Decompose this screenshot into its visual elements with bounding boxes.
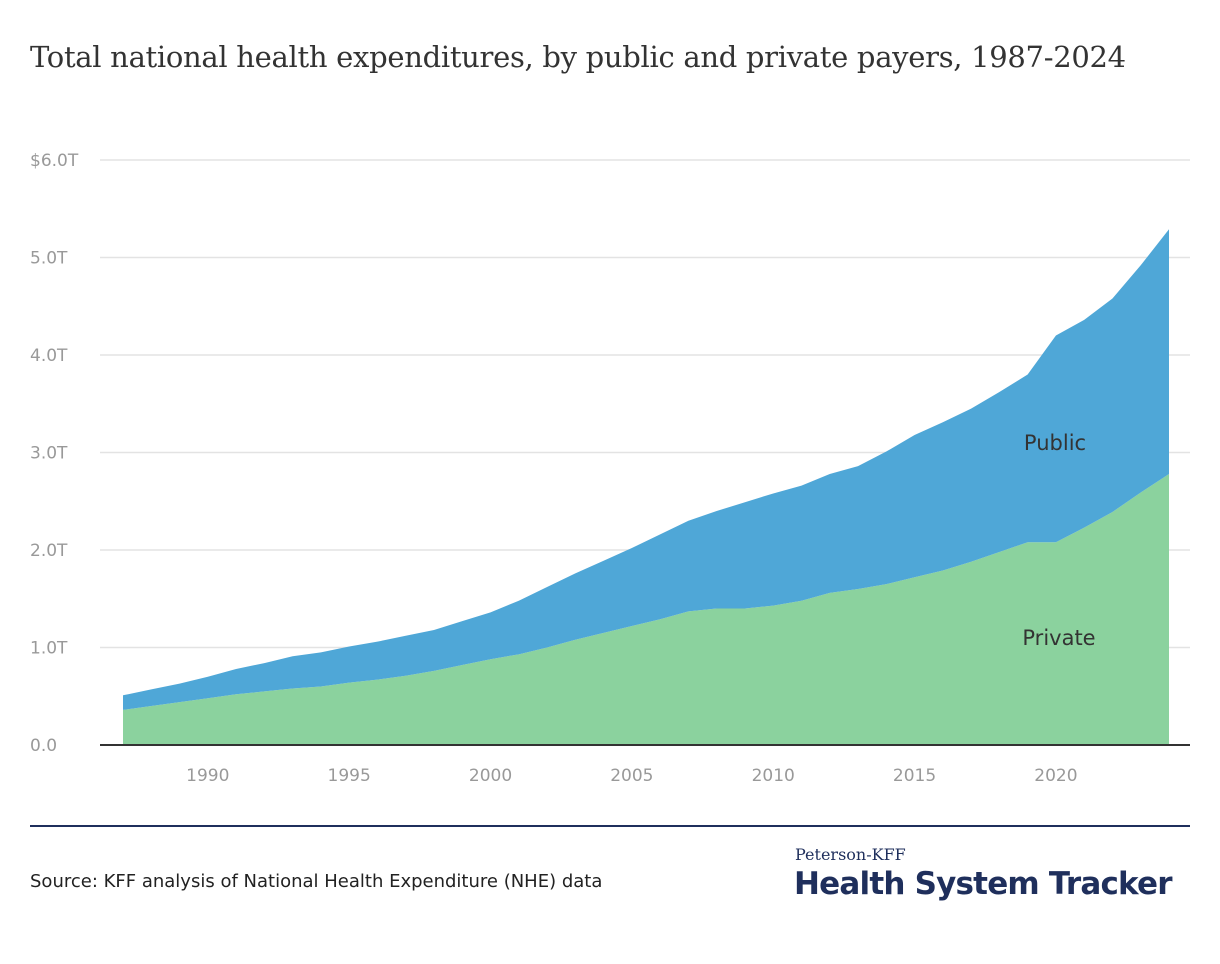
x-tick-label: 2010 <box>752 766 795 786</box>
x-tick-label: 1995 <box>328 766 371 786</box>
series-label-public: Public <box>1024 431 1086 455</box>
area-private <box>123 473 1169 745</box>
chart-area: 0.0 1.0T 2.0T 3.0T 4.0T 5.0T $6.0T Private Publi… <box>30 151 1190 786</box>
y-tick-label: 0.0 <box>30 736 57 756</box>
y-tick-label: $6.0T <box>30 151 79 171</box>
y-tick-label: 2.0T <box>30 541 68 561</box>
logo-health-system-tracker: Health System Tracker <box>794 866 1173 902</box>
source-note: Source: KFF analysis of National Health … <box>30 871 603 892</box>
x-tick-label: 2020 <box>1034 766 1077 786</box>
series-label-private: Private <box>1022 626 1095 650</box>
y-tick-label: 1.0T <box>30 639 68 659</box>
x-tick-label: 2015 <box>893 766 936 786</box>
area-public <box>123 229 1169 710</box>
y-tick-label: 4.0T <box>30 346 68 366</box>
x-tick-label: 2005 <box>610 766 653 786</box>
logo-peterson-kff: Peterson-KFF <box>795 845 906 864</box>
y-tick-label: 5.0T <box>30 249 68 269</box>
chart-title: Total national health expenditures, by p… <box>30 40 1126 74</box>
x-tick-label: 1990 <box>186 766 229 786</box>
footer-divider <box>30 825 1190 827</box>
x-tick-label: 2000 <box>469 766 512 786</box>
y-tick-label: 3.0T <box>30 444 68 464</box>
